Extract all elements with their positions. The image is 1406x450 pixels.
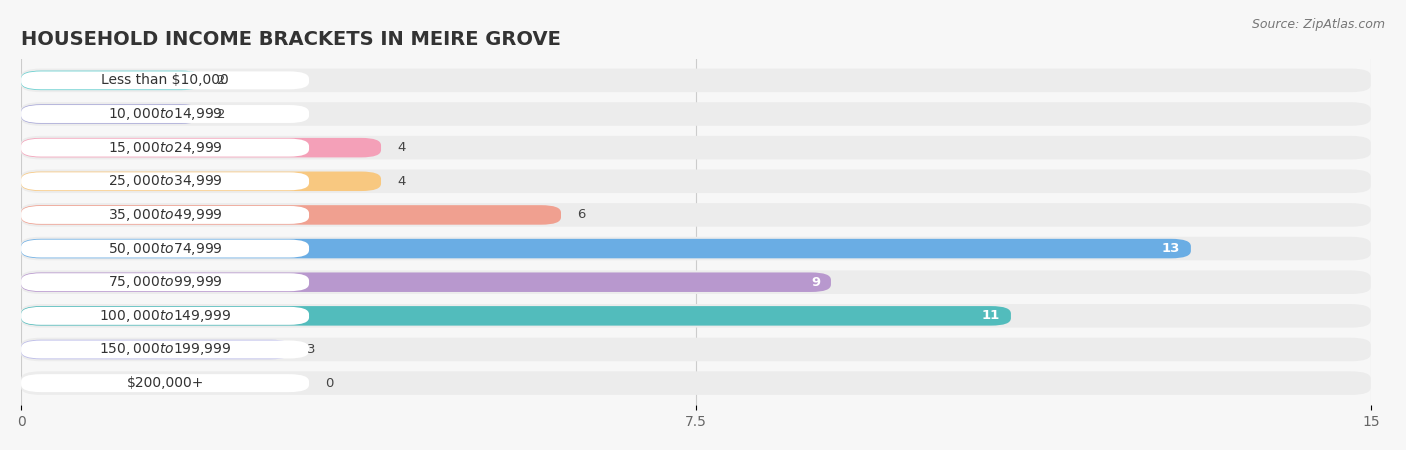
FancyBboxPatch shape [21,341,309,359]
Text: 4: 4 [398,175,405,188]
FancyBboxPatch shape [21,136,1371,159]
Text: 4: 4 [398,141,405,154]
FancyBboxPatch shape [21,270,1371,294]
Text: $35,000 to $49,999: $35,000 to $49,999 [108,207,222,223]
Text: $200,000+: $200,000+ [127,376,204,390]
Text: 2: 2 [218,108,226,121]
FancyBboxPatch shape [21,239,1191,258]
FancyBboxPatch shape [21,371,1371,395]
FancyBboxPatch shape [21,104,201,124]
FancyBboxPatch shape [21,71,201,90]
FancyBboxPatch shape [21,171,381,191]
Text: $50,000 to $74,999: $50,000 to $74,999 [108,241,222,256]
Text: Source: ZipAtlas.com: Source: ZipAtlas.com [1251,18,1385,31]
Text: 3: 3 [308,343,316,356]
FancyBboxPatch shape [21,172,309,190]
FancyBboxPatch shape [21,237,1371,261]
FancyBboxPatch shape [21,203,1371,227]
FancyBboxPatch shape [21,105,309,123]
FancyBboxPatch shape [21,306,1011,326]
FancyBboxPatch shape [21,239,309,257]
FancyBboxPatch shape [21,68,1371,92]
FancyBboxPatch shape [21,374,309,392]
Text: $150,000 to $199,999: $150,000 to $199,999 [98,342,231,357]
Text: 0: 0 [325,377,333,390]
FancyBboxPatch shape [21,340,291,359]
FancyBboxPatch shape [21,338,1371,361]
FancyBboxPatch shape [21,304,1371,328]
Text: $15,000 to $24,999: $15,000 to $24,999 [108,140,222,156]
FancyBboxPatch shape [21,138,381,157]
FancyBboxPatch shape [21,273,309,291]
Text: 2: 2 [218,74,226,87]
FancyBboxPatch shape [21,206,309,224]
FancyBboxPatch shape [21,102,1371,126]
FancyBboxPatch shape [21,272,831,292]
Text: Less than $10,000: Less than $10,000 [101,73,229,87]
Text: HOUSEHOLD INCOME BRACKETS IN MEIRE GROVE: HOUSEHOLD INCOME BRACKETS IN MEIRE GROVE [21,30,561,49]
Text: $10,000 to $14,999: $10,000 to $14,999 [108,106,222,122]
Text: $75,000 to $99,999: $75,000 to $99,999 [108,274,222,290]
Text: 11: 11 [981,309,1000,322]
Text: $100,000 to $149,999: $100,000 to $149,999 [98,308,231,324]
Text: 6: 6 [578,208,585,221]
Text: 9: 9 [811,276,820,289]
FancyBboxPatch shape [21,72,309,90]
Text: $25,000 to $34,999: $25,000 to $34,999 [108,173,222,189]
Text: 13: 13 [1161,242,1180,255]
FancyBboxPatch shape [21,205,561,225]
FancyBboxPatch shape [21,139,309,157]
FancyBboxPatch shape [21,170,1371,193]
FancyBboxPatch shape [21,307,309,325]
